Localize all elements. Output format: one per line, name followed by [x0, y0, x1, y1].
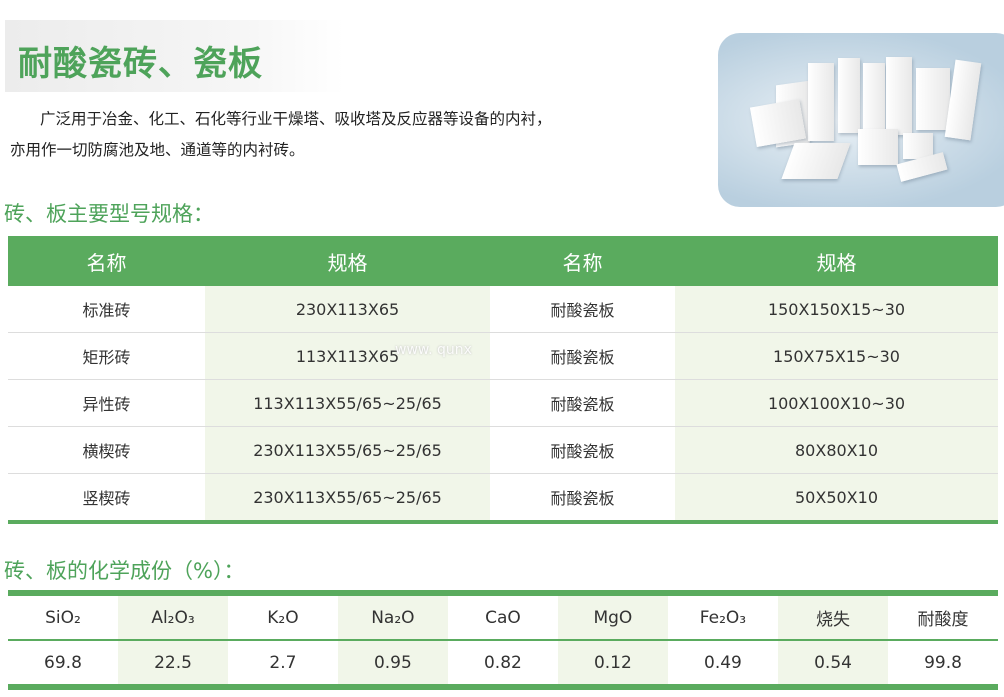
table-header-row: SiO₂ Al₂O₃ K₂O Na₂O CaO MgO Fe₂O₃ 烧失 耐酸度	[8, 593, 998, 641]
cell: 矩形砖	[8, 332, 205, 380]
cell: 0.82	[483, 652, 522, 673]
cell: 耐酸瓷板	[490, 473, 675, 524]
cell: 230X113X55/65~25/65	[205, 426, 490, 474]
cell: 113X113X55/65~25/65	[205, 379, 490, 427]
intro-line: 亦用作一切防腐池及地、通道等的内衬砖。	[10, 141, 305, 159]
cell: 230X113X65	[205, 286, 490, 333]
title-band	[5, 20, 345, 92]
header-cell: K₂O	[228, 593, 338, 641]
cell: 0.49	[704, 652, 742, 673]
table-header-row: 名称 规格 名称 规格	[8, 236, 998, 286]
cell: 0.12	[557, 640, 668, 687]
table-row: 竖楔砖 230X113X55/65~25/65 耐酸瓷板 50X50X10	[8, 473, 998, 524]
header-cell: MgO	[557, 593, 668, 641]
product-photo	[718, 33, 1004, 207]
header-cell: Fe₂O₃	[667, 593, 779, 641]
cell: 100X100X10~30	[675, 379, 998, 427]
page-title: 耐酸瓷砖、瓷板	[18, 44, 263, 84]
intro-text: 广泛用于冶金、化工、石化等行业干燥塔、吸收塔及反应器等设备的内衬， 亦用作一切防…	[10, 104, 710, 166]
header-cell: SiO₂	[8, 593, 118, 641]
header-cell: 规格	[675, 236, 998, 286]
cell: 0.54	[778, 640, 888, 687]
header-cell: 名称	[490, 236, 675, 286]
cell: 标准砖	[8, 286, 205, 333]
cell: 230X113X55/65~25/65	[205, 473, 490, 524]
chem-table: SiO₂ Al₂O₃ K₂O Na₂O CaO MgO Fe₂O₃ 烧失 耐酸度…	[8, 590, 998, 690]
cell: 50X50X10	[675, 473, 998, 524]
cell: 异性砖	[8, 379, 205, 427]
table-row: 69.8 22.5 2.7 0.95 0.82 0.12 0.49 0.54 9…	[8, 640, 998, 687]
cell: 0.95	[337, 640, 448, 687]
cell: 150X150X15~30	[675, 286, 998, 333]
cell: 耐酸瓷板	[490, 286, 675, 333]
header-cell: 名称	[8, 236, 205, 286]
header-cell: Na₂O	[337, 593, 448, 641]
cell: 竖楔砖	[8, 473, 205, 524]
cell: 耐酸瓷板	[490, 379, 675, 427]
chem-heading: 砖、板的化学成份（%）：	[4, 559, 245, 583]
header-cell: Al₂O₃	[117, 593, 229, 641]
header-cell: 规格	[205, 236, 490, 286]
table-row: 标准砖 230X113X65 耐酸瓷板 150X150X15~30	[8, 286, 998, 333]
header-cell: 烧失	[778, 593, 888, 641]
cell: 耐酸瓷板	[490, 332, 675, 380]
cell: 2.7	[269, 652, 297, 673]
header-cell: CaO	[447, 593, 558, 641]
cell: 150X75X15~30	[675, 332, 998, 380]
table-row: 异性砖 113X113X55/65~25/65 耐酸瓷板 100X100X10~30	[8, 379, 998, 427]
cell: 22.5	[117, 640, 229, 687]
intro-line: 广泛用于冶金、化工、石化等行业干燥塔、吸收塔及反应器等设备的内衬，	[40, 110, 552, 128]
cell: 113X113X65	[205, 332, 490, 380]
cell: 69.8	[44, 652, 82, 673]
table-row: 横楔砖 230X113X55/65~25/65 耐酸瓷板 80X80X10	[8, 426, 998, 474]
header-cell: 耐酸度	[888, 593, 998, 641]
cell: 横楔砖	[8, 426, 205, 474]
cell: 80X80X10	[675, 426, 998, 474]
table-row: 矩形砖 113X113X65 耐酸瓷板 150X75X15~30	[8, 332, 998, 380]
cell: 耐酸瓷板	[490, 426, 675, 474]
watermark: www. qunx	[395, 342, 472, 358]
spec-table: 名称 规格 名称 规格 标准砖 230X113X65 耐酸瓷板 150X150X15~…	[8, 236, 998, 524]
spec-heading: 砖、板主要型号规格：	[4, 202, 214, 226]
cell: 99.8	[924, 652, 962, 673]
